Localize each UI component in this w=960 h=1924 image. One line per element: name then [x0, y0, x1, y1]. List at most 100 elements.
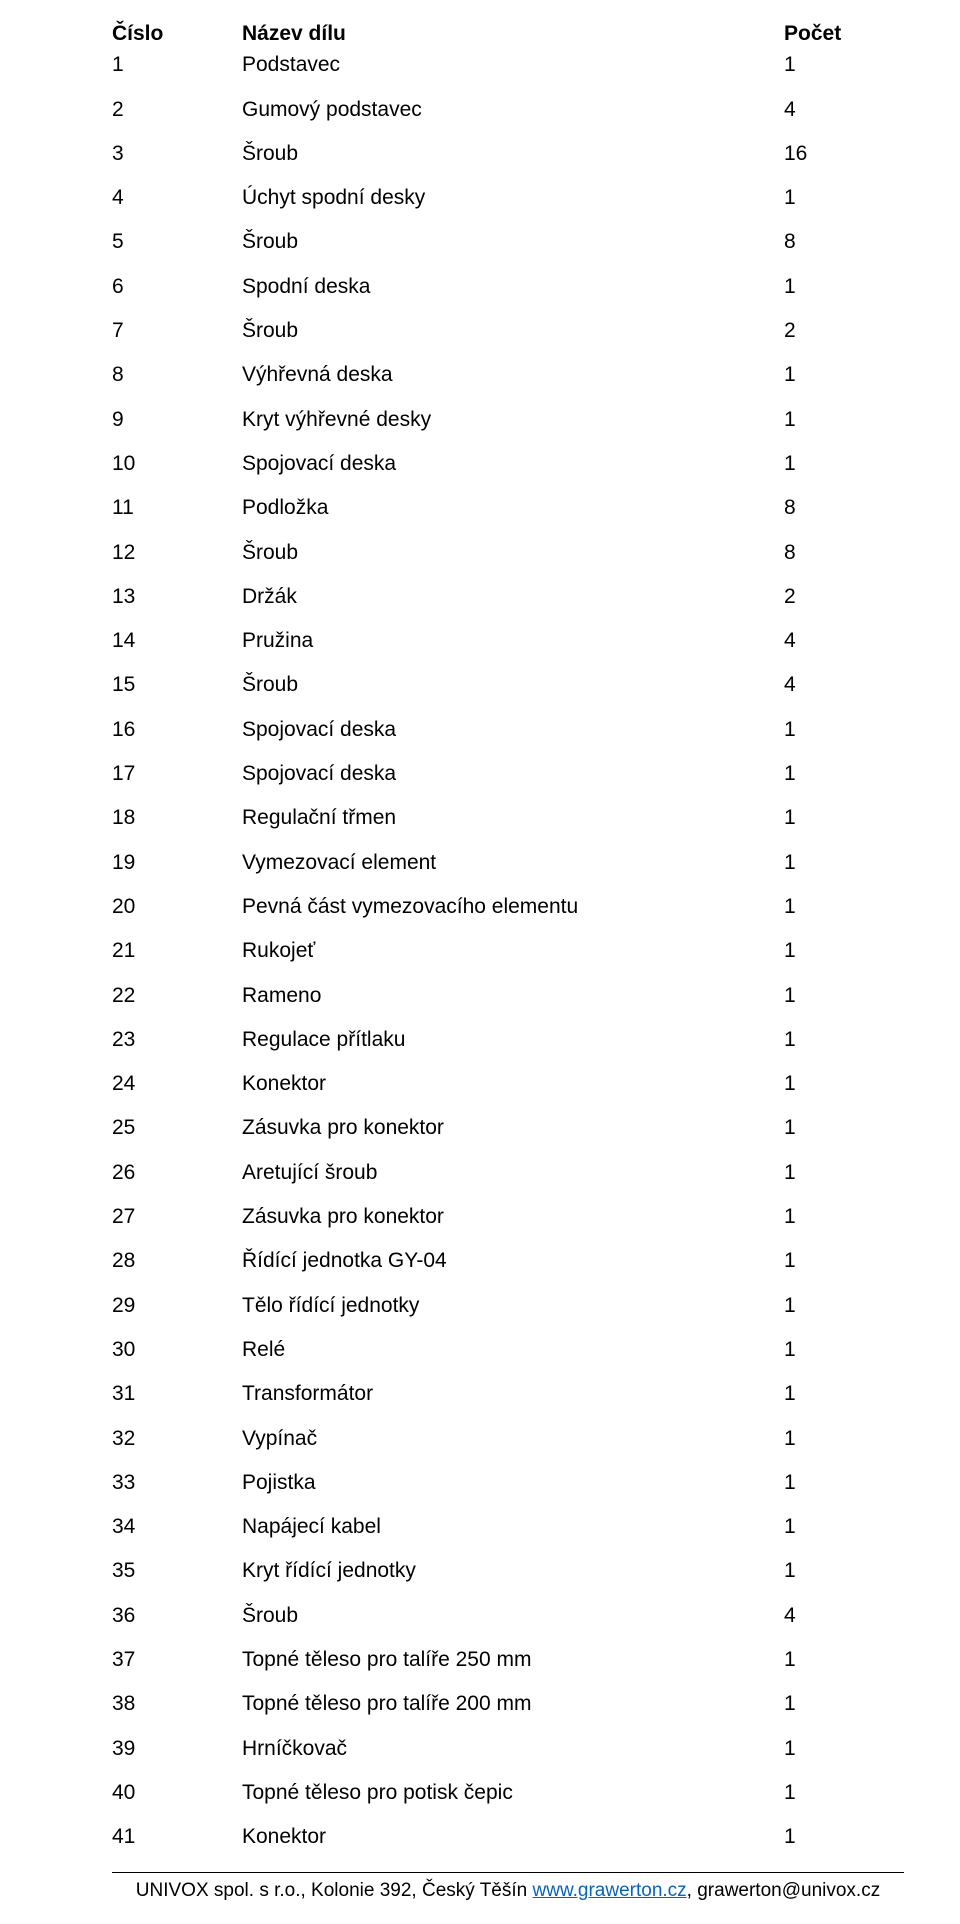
table-row: 8Výhřevná deska1: [112, 361, 904, 388]
table-row: 5Šroub8: [112, 228, 904, 255]
cell-count: 8: [784, 539, 904, 566]
cell-count: 1: [784, 716, 904, 743]
table-row: 39Hrníčkovač1: [112, 1735, 904, 1762]
cell-count: 1: [784, 1823, 904, 1850]
table-row: 11Podložka8: [112, 494, 904, 521]
cell-num: 30: [112, 1336, 242, 1363]
header-count: Počet: [784, 20, 904, 47]
cell-count: 4: [784, 96, 904, 123]
cell-num: 38: [112, 1690, 242, 1717]
cell-count: 1: [784, 1735, 904, 1762]
cell-count: 1: [784, 1159, 904, 1186]
cell-num: 25: [112, 1114, 242, 1141]
header-name: Název dílu: [242, 20, 784, 47]
table-row: 3Šroub16: [112, 140, 904, 167]
cell-name: Zásuvka pro konektor: [242, 1114, 784, 1141]
cell-name: Šroub: [242, 1602, 784, 1629]
cell-count: 1: [784, 804, 904, 831]
table-row: 35Kryt řídící jednotky1: [112, 1557, 904, 1584]
table-row: 4Úchyt spodní desky1: [112, 184, 904, 211]
table-row: 30Relé1: [112, 1336, 904, 1363]
cell-count: 1: [784, 1247, 904, 1274]
cell-name: Aretující šroub: [242, 1159, 784, 1186]
cell-name: Hrníčkovač: [242, 1735, 784, 1762]
table-row: 6Spodní deska1: [112, 273, 904, 300]
cell-count: 1: [784, 406, 904, 433]
cell-num: 24: [112, 1070, 242, 1097]
cell-num: 3: [112, 140, 242, 167]
cell-count: 8: [784, 494, 904, 521]
table-row: 9Kryt výhřevné desky1: [112, 406, 904, 433]
cell-num: 12: [112, 539, 242, 566]
cell-num: 36: [112, 1602, 242, 1629]
table-row: 38Topné těleso pro talíře 200 mm1: [112, 1690, 904, 1717]
cell-name: Šroub: [242, 140, 784, 167]
cell-count: 1: [784, 1292, 904, 1319]
cell-name: Topné těleso pro talíře 250 mm: [242, 1646, 784, 1673]
cell-num: 5: [112, 228, 242, 255]
cell-count: 1: [784, 1070, 904, 1097]
cell-num: 28: [112, 1247, 242, 1274]
cell-num: 4: [112, 184, 242, 211]
cell-num: 32: [112, 1425, 242, 1452]
table-row: 29Tělo řídící jednotky1: [112, 1292, 904, 1319]
table-row: 33Pojistka1: [112, 1469, 904, 1496]
table-row: 12Šroub8: [112, 539, 904, 566]
table-row: 40Topné těleso pro potisk čepic1: [112, 1779, 904, 1806]
cell-name: Pevná část vymezovacího elementu: [242, 893, 784, 920]
cell-count: 2: [784, 583, 904, 610]
table-row: 18Regulační třmen1: [112, 804, 904, 831]
cell-name: Rameno: [242, 982, 784, 1009]
cell-name: Zásuvka pro konektor: [242, 1203, 784, 1230]
cell-name: Gumový podstavec: [242, 96, 784, 123]
cell-num: 41: [112, 1823, 242, 1850]
table-row: 24Konektor1: [112, 1070, 904, 1097]
cell-num: 23: [112, 1026, 242, 1053]
table-row: 22Rameno1: [112, 982, 904, 1009]
cell-count: 16: [784, 140, 904, 167]
cell-count: 4: [784, 671, 904, 698]
cell-name: Konektor: [242, 1070, 784, 1097]
table-header-row: Číslo Název dílu Počet: [112, 20, 904, 47]
cell-num: 9: [112, 406, 242, 433]
cell-count: 1: [784, 273, 904, 300]
table-row: 15Šroub4: [112, 671, 904, 698]
cell-count: 4: [784, 627, 904, 654]
cell-count: 1: [784, 893, 904, 920]
cell-name: Topné těleso pro talíře 200 mm: [242, 1690, 784, 1717]
cell-name: Šroub: [242, 539, 784, 566]
footer-prefix: UNIVOX spol. s r.o., Kolonie 392, Český …: [136, 1880, 533, 1901]
table-row: 36Šroub4: [112, 1602, 904, 1629]
cell-num: 13: [112, 583, 242, 610]
cell-count: 2: [784, 317, 904, 344]
cell-count: 1: [784, 184, 904, 211]
table-body: 1Podstavec12Gumový podstavec43Šroub164Úc…: [112, 51, 904, 1850]
cell-num: 16: [112, 716, 242, 743]
cell-count: 1: [784, 982, 904, 1009]
cell-count: 4: [784, 1602, 904, 1629]
cell-name: Šroub: [242, 671, 784, 698]
table-row: 17Spojovací deska1: [112, 760, 904, 787]
cell-count: 1: [784, 1336, 904, 1363]
cell-num: 11: [112, 494, 242, 521]
cell-num: 20: [112, 893, 242, 920]
table-row: 28Řídící jednotka GY-041: [112, 1247, 904, 1274]
table-row: 19Vymezovací element1: [112, 849, 904, 876]
table-row: 25Zásuvka pro konektor1: [112, 1114, 904, 1141]
page-footer: UNIVOX spol. s r.o., Kolonie 392, Český …: [112, 1872, 904, 1904]
cell-name: Řídící jednotka GY-04: [242, 1247, 784, 1274]
cell-num: 8: [112, 361, 242, 388]
cell-count: 1: [784, 1646, 904, 1673]
cell-count: 1: [784, 1114, 904, 1141]
cell-num: 14: [112, 627, 242, 654]
cell-name: Regulační třmen: [242, 804, 784, 831]
cell-name: Kryt výhřevné desky: [242, 406, 784, 433]
table-row: 21Rukojeť1: [112, 937, 904, 964]
table-row: 16Spojovací deska1: [112, 716, 904, 743]
cell-count: 1: [784, 1380, 904, 1407]
cell-count: 8: [784, 228, 904, 255]
footer-link[interactable]: www.grawerton.cz: [533, 1880, 687, 1901]
table-row: 34Napájecí kabel1: [112, 1513, 904, 1540]
cell-count: 1: [784, 1779, 904, 1806]
cell-name: Regulace přítlaku: [242, 1026, 784, 1053]
